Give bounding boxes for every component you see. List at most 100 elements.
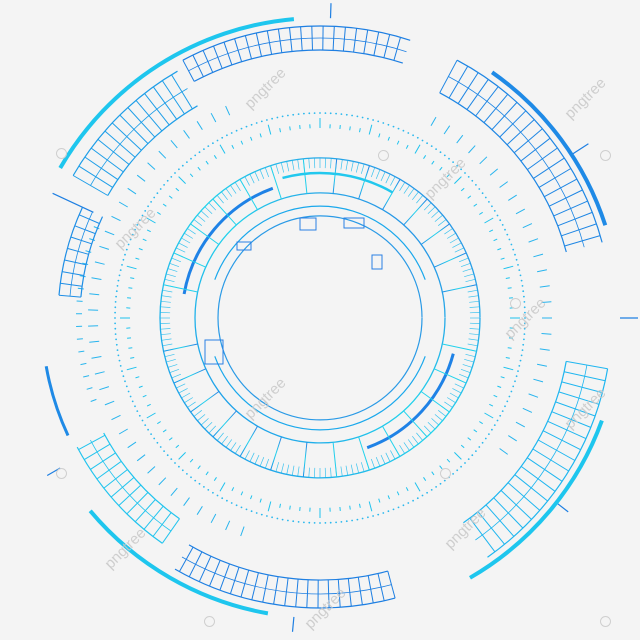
scale-tick [503, 366, 514, 371]
segment-fine-tick [200, 210, 209, 218]
scale-dot [435, 486, 437, 488]
segment-fine-tick [193, 219, 203, 226]
segment-fine-tick [166, 358, 176, 363]
segment-fine-tick [167, 364, 178, 368]
scale-dot [127, 243, 130, 246]
segment-fine-tick [254, 454, 260, 465]
segment-divider [420, 223, 450, 245]
scale-dot [271, 516, 273, 519]
scale-dot [266, 119, 268, 121]
segment-fine-tick [234, 182, 241, 191]
scale-dot [522, 343, 525, 346]
scale-dot [367, 117, 369, 120]
mid-dash-tick [479, 156, 488, 165]
scale-tick [289, 505, 291, 510]
segment-fine-tick [178, 242, 188, 248]
scale-tick [128, 347, 133, 349]
scale-dot [203, 486, 205, 488]
scale-dot [412, 134, 414, 137]
scale-dot [114, 301, 117, 303]
segment-fine-tick [249, 452, 255, 462]
outer-grid-band [80, 216, 104, 298]
scale-dot [351, 114, 353, 117]
scale-dot [163, 184, 166, 186]
scale-tick [146, 403, 151, 407]
segment-fine-tick [161, 295, 172, 298]
scale-dot [499, 219, 502, 222]
scale-dot [456, 164, 459, 167]
scale-tick [460, 444, 465, 449]
scale-dot [153, 437, 156, 440]
scale-tick [178, 176, 186, 184]
outer-grid-band [181, 556, 392, 595]
segment-fine-tick [390, 176, 396, 186]
outer-short-tick [90, 398, 97, 402]
scale-dot [524, 311, 526, 314]
segment-fine-tick [449, 392, 459, 399]
scale-dot [292, 113, 295, 116]
scale-dot [276, 517, 279, 520]
scale-tick [189, 458, 194, 463]
scale-tick [250, 495, 253, 500]
scale-dot [471, 179, 474, 182]
scale-dot [163, 450, 166, 452]
segment-box-layer [160, 158, 480, 478]
scale-dot [117, 279, 120, 282]
scale-tick [157, 211, 161, 215]
scale-dot [439, 482, 442, 485]
mid-dash-tick [127, 187, 137, 195]
scale-dot [484, 437, 487, 440]
mid-dash-tick [522, 407, 533, 413]
segment-fine-tick [360, 462, 365, 472]
scale-tick [197, 166, 201, 171]
scale-tick [507, 287, 512, 289]
outer-grid-band [72, 70, 178, 176]
mid-dash-tick [183, 130, 190, 139]
scale-dot [372, 119, 374, 121]
scale-dot [174, 172, 176, 174]
segment-fine-tick [244, 450, 250, 460]
scale-dot [416, 497, 419, 500]
scale-dot [501, 410, 504, 412]
mid-dash-tick [111, 215, 121, 222]
segment-fine-tick [390, 450, 396, 460]
watermark-copyright-icon [600, 616, 611, 627]
scale-tick [219, 482, 226, 492]
scale-dot [467, 458, 470, 460]
scale-tick [213, 477, 217, 481]
segment-fine-tick [454, 247, 464, 253]
scale-dot [397, 127, 400, 130]
outer-grid-band [103, 432, 180, 520]
segment-fine-tick [234, 445, 241, 454]
outer-grid-band-rung [566, 360, 608, 370]
scale-dot [335, 112, 337, 115]
mid-dash-tick [94, 371, 105, 375]
outer-grid-band [182, 25, 411, 61]
scale-dot [144, 424, 147, 426]
scale-dot [430, 489, 433, 491]
segment-fine-tick [221, 191, 228, 201]
outer-short-tick [79, 275, 86, 278]
mid-dash-tick [541, 301, 552, 303]
scale-dot [412, 499, 414, 502]
mid-dash-tick [158, 477, 167, 486]
scale-dot [443, 479, 446, 482]
scale-dot [159, 188, 162, 190]
mid-dash-tick [225, 520, 231, 531]
mid-dash-tick [468, 145, 476, 154]
segment-fine-tick [208, 425, 217, 434]
scale-tick [503, 265, 514, 270]
scale-tick [130, 357, 135, 359]
segment-fine-tick [225, 439, 233, 448]
scale-dot [356, 518, 359, 521]
scale-dot [226, 499, 228, 502]
scale-dot [281, 518, 284, 521]
outer-grid-band [174, 568, 396, 609]
scale-dot [170, 458, 173, 460]
scale-dot [377, 120, 380, 123]
segment-fine-tick [259, 169, 265, 180]
watermark-copyright-icon [56, 148, 67, 159]
scale-dot [245, 125, 248, 128]
segment-fine-tick [178, 388, 188, 394]
outer-grid-band [193, 49, 403, 82]
